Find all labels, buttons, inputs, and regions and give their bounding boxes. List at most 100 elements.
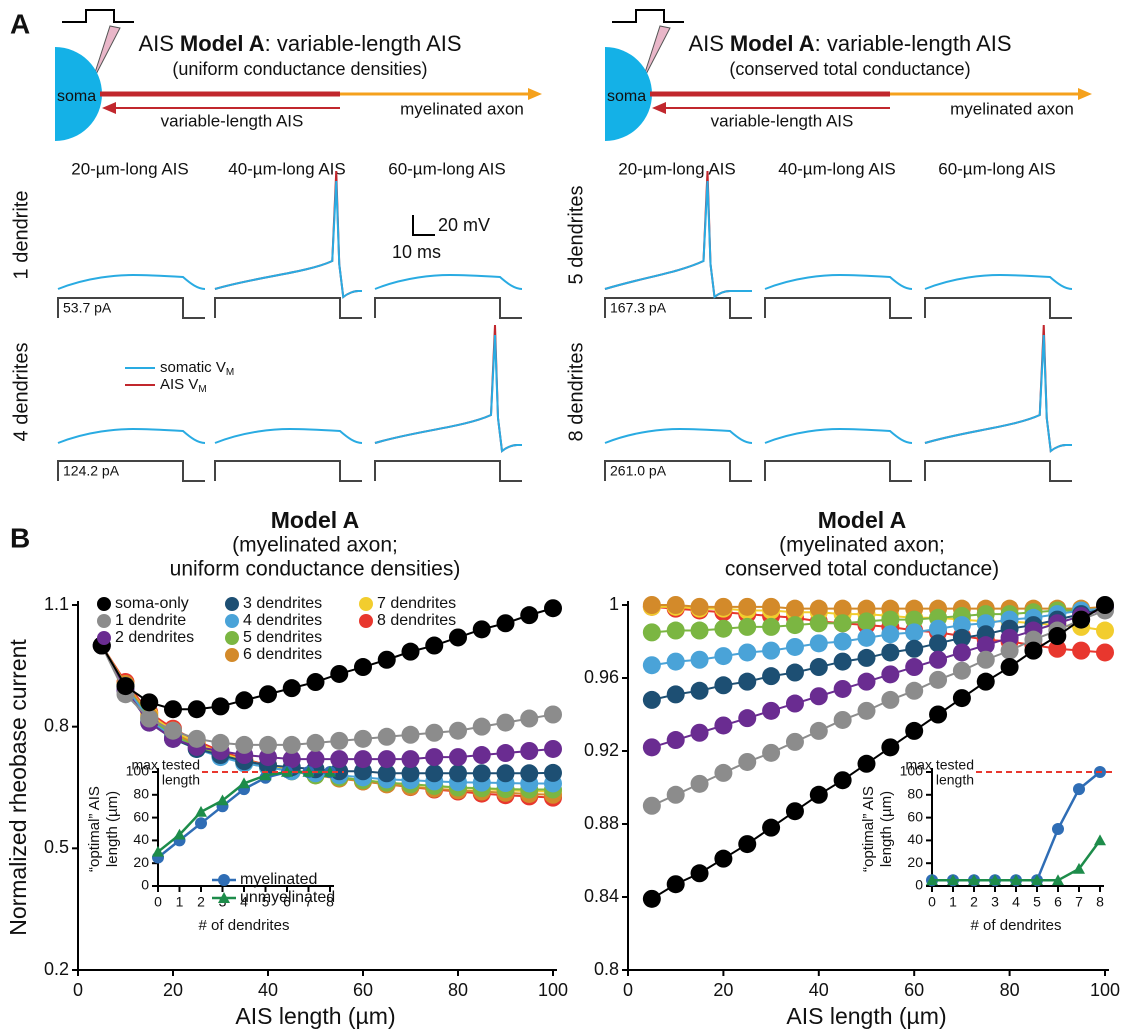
point — [211, 733, 230, 752]
point — [738, 597, 757, 616]
point — [881, 738, 900, 757]
point — [324, 766, 336, 777]
legend-label: 5 dendrites — [243, 629, 322, 646]
y-tick-label: 0 — [915, 877, 923, 893]
point — [762, 597, 781, 616]
point — [235, 691, 254, 710]
point — [929, 705, 948, 724]
point — [968, 874, 980, 886]
point — [1024, 641, 1043, 660]
point — [833, 599, 852, 618]
point — [116, 677, 135, 696]
point — [330, 664, 349, 683]
point — [785, 694, 804, 713]
reference-label: max tested — [132, 757, 200, 773]
y-tick-label: 0.2 — [44, 959, 69, 979]
point — [905, 623, 924, 642]
point — [809, 785, 828, 804]
point — [187, 729, 206, 748]
point — [666, 731, 685, 750]
point — [666, 685, 685, 704]
x-tick-label: 100 — [1090, 980, 1120, 1000]
point — [330, 750, 349, 769]
point — [642, 738, 661, 757]
point — [520, 709, 539, 728]
y-tick-label: 0.96 — [584, 667, 619, 687]
point — [809, 658, 828, 677]
somatic-trace — [374, 273, 523, 290]
point — [306, 733, 325, 752]
point — [425, 636, 444, 655]
point — [881, 643, 900, 662]
title-part: Model A — [730, 31, 815, 56]
point — [785, 732, 804, 751]
point — [690, 621, 709, 640]
point — [1072, 641, 1091, 660]
point — [1096, 621, 1114, 640]
y-tick-label: 60 — [907, 808, 923, 824]
y-tick-label: 0 — [141, 877, 149, 893]
point — [496, 614, 515, 633]
stimulus-step — [214, 460, 362, 482]
ais-trace — [924, 324, 1072, 453]
point — [785, 802, 804, 821]
x-tick-label: 80 — [1000, 980, 1020, 1000]
point — [690, 774, 709, 793]
x-axis-label: AIS length (µm) — [786, 1003, 946, 1029]
stimulus-step — [604, 460, 752, 482]
legend-marker — [97, 597, 111, 611]
stimulus-step — [374, 460, 522, 482]
point — [377, 650, 396, 669]
point — [401, 750, 420, 769]
legend-text: somatic V — [160, 359, 226, 376]
x-tick-label: 8 — [1096, 894, 1104, 910]
point — [496, 764, 515, 783]
point — [642, 656, 661, 675]
point — [164, 700, 182, 719]
point — [666, 785, 685, 804]
point — [401, 642, 420, 661]
x-tick-label: 0 — [928, 894, 936, 910]
point — [642, 690, 661, 709]
point — [140, 693, 159, 712]
point — [330, 731, 349, 750]
x-tick-label: 1 — [176, 894, 184, 910]
point — [1052, 823, 1064, 835]
point — [520, 742, 539, 760]
point — [809, 687, 828, 706]
point — [259, 685, 277, 704]
point — [425, 764, 444, 783]
stimulus-step — [57, 297, 205, 319]
point — [857, 672, 876, 691]
point — [714, 619, 733, 638]
chart-title: Model A — [818, 507, 907, 533]
point — [905, 658, 924, 677]
title-part: Model A — [180, 31, 265, 56]
stimulus-step — [764, 460, 912, 482]
x-tick-label: 8 — [326, 894, 334, 910]
point — [1072, 610, 1091, 629]
inset-y-label: length (µm) — [878, 791, 895, 867]
point — [1096, 643, 1114, 662]
x-tick-label: 5 — [1033, 894, 1041, 910]
x-tick-label: 4 — [240, 894, 248, 910]
point — [809, 721, 828, 740]
point — [425, 748, 444, 767]
point — [666, 652, 685, 671]
point — [714, 763, 733, 782]
reference-label: length — [936, 772, 974, 788]
point — [1031, 874, 1043, 886]
arrowhead — [652, 102, 666, 114]
point — [216, 794, 229, 806]
point — [140, 709, 159, 728]
point — [401, 764, 420, 783]
panel-label: A — [10, 8, 30, 39]
row-label: 8 dendrites — [565, 343, 587, 442]
y-tick-label: 20 — [907, 854, 923, 870]
somatic-trace — [57, 273, 206, 290]
x-tick-label: 0 — [623, 980, 633, 1000]
legend-sub: M — [226, 367, 234, 378]
legend-text: AIS V — [160, 376, 198, 393]
point — [472, 764, 491, 783]
